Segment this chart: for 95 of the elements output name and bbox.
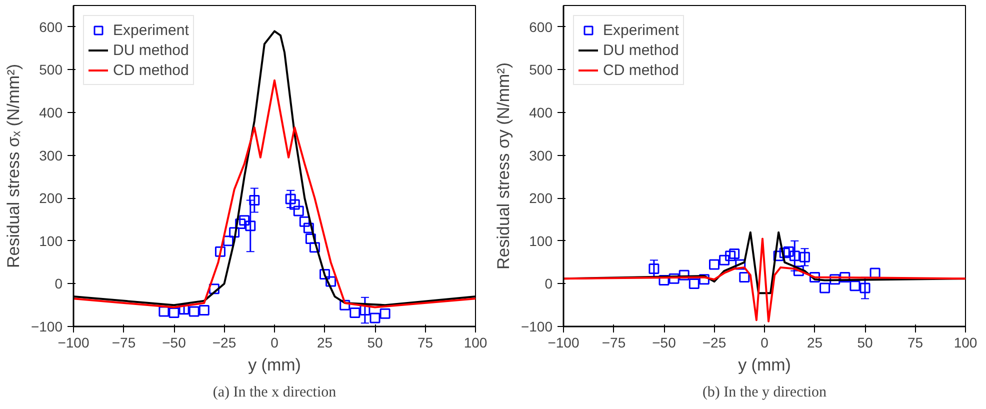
point [249,194,260,206]
y-axis-title: Residual stress σy (N/mm²) [494,62,513,270]
point [380,308,390,319]
x-tick-label: 0 [270,334,279,350]
point [820,282,830,294]
x-tick-label: 0 [760,334,769,350]
x-tick-label: −100 [58,334,90,350]
point [223,236,234,246]
point [208,284,220,294]
point [309,242,320,253]
y-tick-label: 400 [39,104,63,120]
y-tick-label: −100 [30,318,63,334]
text: (a) In the x direction [212,384,337,400]
x-tick-label: −50 [162,334,186,350]
y-tick-label: 300 [529,147,553,164]
x-axis-title: y (mm) [738,356,791,374]
point [658,275,670,286]
legend-label: DU method [603,41,679,59]
y-tick-label: 100 [39,232,63,249]
point [799,252,810,262]
x-tick-label: 25 [806,334,823,350]
x-tick-label: 25 [316,334,333,350]
line-series [564,238,966,322]
point [299,216,310,227]
x-axis-title: y (mm) [248,356,301,374]
point [158,306,170,317]
x-tick-label: 100 [954,334,978,350]
point [779,248,790,258]
point [168,308,180,318]
point [188,306,200,317]
point [305,234,316,244]
x-tick-label: 50 [367,334,383,350]
text: (b) In the y direction [702,384,828,400]
x-tick-label: 50 [857,334,873,350]
point [725,250,736,262]
legend-label: CD method [603,61,679,79]
point [340,300,350,310]
point [830,274,840,285]
point [198,304,210,316]
y-tick-label: 400 [529,104,553,120]
point [245,220,256,232]
point [793,266,804,276]
x-tick-label: −25 [702,334,726,350]
point [285,194,296,204]
y-tick-label: 300 [39,147,63,164]
point [840,272,850,283]
point [735,259,746,270]
point [709,259,720,270]
y-tick-label: 200 [39,190,63,206]
point [235,218,246,230]
x-tick-label: −100 [548,334,580,350]
y-tick-label: 600 [529,18,553,35]
y-tick-label: 500 [529,62,553,78]
legend-label: DU method [113,41,189,59]
point [293,206,304,216]
point [678,270,690,280]
y-tick-label: 0 [54,276,63,292]
point [688,278,700,289]
point [739,272,750,283]
y-tick-label: 200 [529,190,553,206]
y-axis-title: Residual stress σₓ (N/mm²) [4,64,23,268]
x-tick-label: −75 [602,334,626,350]
point [326,276,336,287]
x-tick-label: 75 [907,334,924,350]
legend-label: Experiment [603,21,679,39]
y-tick-label: 0 [544,276,553,292]
point [229,227,240,238]
y-tick-label: 500 [39,62,63,78]
y-tick-label: 600 [39,18,63,35]
point [698,274,710,285]
y-tick-label: −100 [520,318,553,334]
point [810,272,820,283]
point [303,222,314,234]
point [789,250,800,262]
legend-label: Experiment [113,21,189,39]
x-tick-label: 100 [464,334,488,350]
point [783,246,794,257]
point [320,269,330,280]
point [214,246,226,257]
y-tick-label: 100 [529,232,553,249]
point [719,254,730,266]
legend-label: CD method [113,61,189,79]
point [289,199,300,210]
x-tick-label: 75 [417,334,434,350]
point [239,215,250,226]
point [370,312,380,324]
point [668,273,680,284]
x-tick-label: −50 [652,334,676,350]
x-tick-label: −25 [212,334,236,350]
point [729,248,740,259]
point [648,263,660,274]
x-tick-label: −75 [112,334,136,350]
point [850,280,860,292]
point [350,308,360,318]
point [860,282,870,294]
